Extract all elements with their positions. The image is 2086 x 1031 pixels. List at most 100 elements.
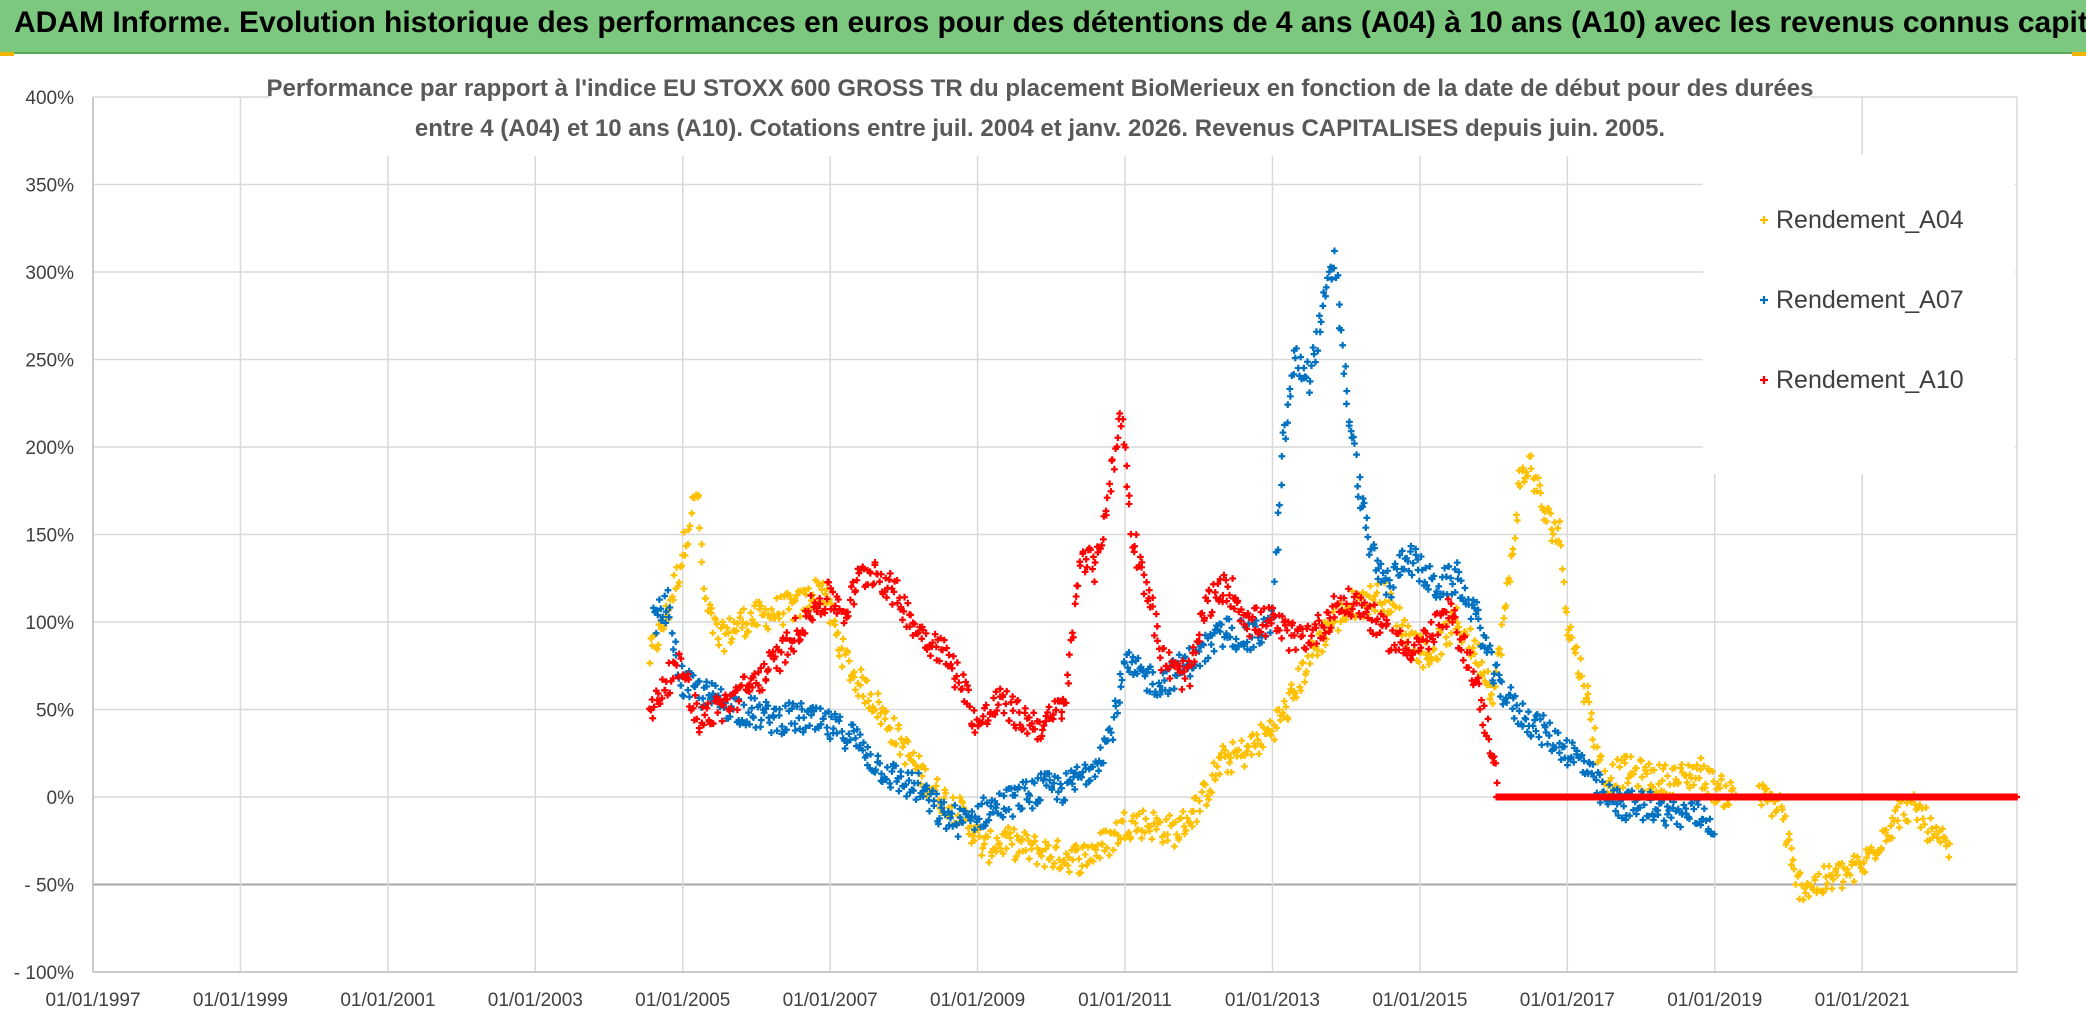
- data-point: [948, 810, 956, 817]
- data-point: [655, 621, 663, 629]
- data-point: [844, 612, 852, 620]
- data-point: [1362, 608, 1370, 616]
- data-point: [828, 713, 835, 721]
- data-point: [1364, 533, 1372, 541]
- data-point: [994, 701, 1002, 709]
- data-point: [966, 703, 974, 711]
- data-point: [914, 629, 922, 636]
- data-point: [881, 715, 889, 723]
- data-point: [740, 701, 748, 709]
- data-point: [1445, 614, 1453, 622]
- data-point: [1554, 524, 1562, 532]
- data-point: [1006, 834, 1014, 842]
- data-point: [1219, 592, 1227, 599]
- data-point: [1607, 774, 1615, 782]
- data-point: [1371, 607, 1379, 615]
- data-point: [815, 582, 823, 590]
- data-point: [978, 800, 986, 808]
- data-point: [971, 813, 979, 821]
- data-point: [897, 768, 905, 776]
- data-point: [1522, 468, 1530, 476]
- data-point: [1632, 764, 1640, 772]
- data-point: [1084, 843, 1092, 851]
- data-point: [691, 691, 699, 699]
- data-point: [1312, 358, 1319, 366]
- data-point: [1325, 628, 1333, 636]
- data-point: [1220, 571, 1228, 579]
- data-point: [1058, 708, 1066, 716]
- data-point: [1336, 301, 1343, 308]
- data-point: [1077, 869, 1085, 877]
- data-point: [1386, 582, 1394, 590]
- data-point: [1089, 763, 1097, 771]
- data-point: [717, 685, 725, 693]
- data-point: [1695, 774, 1703, 782]
- data-point: [1072, 593, 1080, 600]
- data-point: [1591, 724, 1599, 732]
- data-point: [1166, 686, 1174, 694]
- data-point: [1702, 817, 1710, 825]
- data-point: [1226, 633, 1234, 641]
- data-point: [1689, 763, 1697, 771]
- data-point: [1474, 674, 1482, 682]
- data-point: [962, 678, 970, 686]
- data-point: [1811, 876, 1819, 884]
- data-point: [886, 724, 894, 732]
- data-point: [895, 787, 903, 795]
- data-point: [1589, 736, 1596, 743]
- data-point: [1458, 594, 1466, 601]
- data-point: [1425, 645, 1433, 653]
- data-point: [1052, 843, 1060, 851]
- data-point: [1284, 401, 1292, 409]
- data-point: [815, 724, 822, 732]
- data-point: [1509, 705, 1516, 713]
- data-point: [806, 722, 814, 730]
- data-point: [1788, 861, 1795, 869]
- data-point: [658, 694, 666, 702]
- data-point: [1655, 761, 1663, 769]
- data-point: [1467, 615, 1475, 623]
- data-point: [1317, 318, 1325, 326]
- data-point: [883, 775, 890, 783]
- data-point: [1121, 660, 1128, 667]
- data-point: [1106, 480, 1113, 488]
- data-point: [1894, 817, 1902, 824]
- x-tick-label: 01/01/1999: [193, 990, 288, 1011]
- data-point: [713, 620, 721, 628]
- data-point: [1727, 778, 1735, 786]
- data-point: [709, 690, 717, 698]
- data-point: [1073, 846, 1081, 853]
- data-point: [860, 565, 868, 573]
- data-point: [689, 704, 697, 712]
- data-point: [845, 657, 853, 665]
- data-point: [1423, 655, 1431, 663]
- data-point: [1467, 625, 1474, 633]
- data-point: [1867, 844, 1875, 851]
- data-point: [1527, 452, 1535, 460]
- data-point: [1049, 863, 1057, 871]
- data-point: [751, 602, 759, 610]
- data-point: [1216, 770, 1223, 778]
- data-point: [1164, 831, 1171, 838]
- data-point: [1839, 878, 1847, 886]
- data-point: [1249, 613, 1257, 621]
- data-point: [1109, 736, 1117, 744]
- data-point: [1295, 665, 1302, 673]
- data-point: [2013, 793, 2021, 801]
- data-point: [1490, 670, 1498, 678]
- data-point: [1113, 819, 1120, 827]
- data-point: [1087, 546, 1094, 554]
- data-point: [1262, 622, 1270, 630]
- data-point: [954, 833, 962, 840]
- data-point: [1083, 563, 1091, 571]
- data-point: [1785, 830, 1793, 838]
- data-point: [938, 804, 946, 812]
- data-point: [1353, 590, 1360, 598]
- corner-accent-right: [2072, 52, 2086, 56]
- data-point: [1785, 836, 1793, 844]
- data-point: [1191, 658, 1198, 666]
- data-point: [1481, 677, 1489, 685]
- data-point: [1409, 559, 1417, 567]
- data-point: [1026, 792, 1034, 799]
- data-point: [1304, 622, 1312, 630]
